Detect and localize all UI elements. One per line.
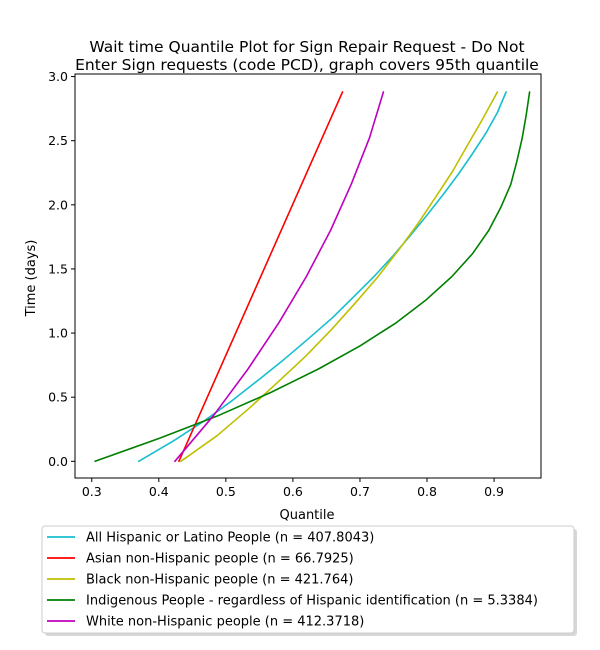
y-tick-label: 0.5 — [48, 390, 68, 405]
series-line-4 — [174, 91, 385, 463]
y-tick-label: 2.0 — [48, 197, 68, 212]
x-tick-label: 0.8 — [417, 484, 437, 499]
legend-label-4: White non-Hispanic people (n = 412.3718) — [86, 615, 364, 630]
plot-area: 0.3 0.4 0.5 0.6 0.7 0.8 0.9 0.0 0.5 1.0 1.5 2.0 2.5 3… — [48, 69, 542, 499]
series-lines — [94, 91, 531, 463]
chart-title-line-1: Wait time Quantile Plot for Sign Repair … — [89, 38, 524, 56]
legend-label-1: Asian non-Hispanic people (n = 66.7925) — [86, 552, 354, 567]
y-tick-label: 2.5 — [48, 133, 68, 148]
chart-title-line-2: Enter Sign requests (code PCD), graph co… — [75, 56, 539, 74]
legend: All Hispanic or Latino People (n = 407.8… — [41, 525, 577, 636]
series-line-3 — [94, 91, 531, 463]
x-tick-label: 0.5 — [216, 484, 236, 499]
legend-label-2: Black non-Hispanic people (n = 421.764) — [86, 573, 353, 588]
y-tick-label: 1.0 — [48, 326, 68, 341]
y-tick-label: 1.5 — [48, 261, 68, 276]
legend-label-0: All Hispanic or Latino People (n = 407.8… — [86, 531, 374, 546]
x-tick-label: 0.3 — [82, 484, 102, 499]
x-tick-label: 0.6 — [283, 484, 303, 499]
x-tick-label: 0.7 — [350, 484, 370, 499]
plot-frame — [74, 73, 542, 479]
series-line-1 — [178, 91, 344, 463]
y-tick-label: 0.0 — [48, 454, 68, 469]
x-tick-label: 0.4 — [149, 484, 169, 499]
legend-box — [41, 525, 575, 634]
y-tick-label: 3.0 — [48, 69, 68, 84]
y-axis-label: Time (days) — [24, 240, 39, 318]
series-line-2 — [180, 91, 499, 463]
x-tick-label: 0.9 — [484, 484, 504, 499]
x-axis-label: Quantile — [280, 508, 335, 523]
series-line-0 — [137, 91, 507, 463]
legend-label-3: Indigenous People - regardless of Hispan… — [86, 594, 538, 609]
